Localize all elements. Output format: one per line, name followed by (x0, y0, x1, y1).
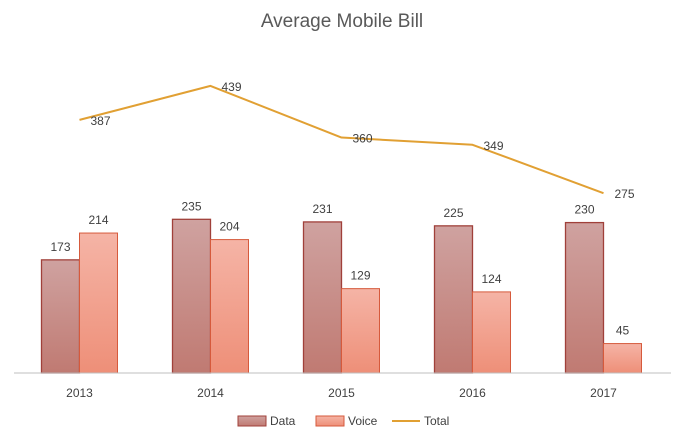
legend-swatch-voice (315, 415, 345, 427)
label-voice-2015: 129 (350, 269, 370, 283)
x-tick-labels: 2013 2014 2015 2016 2017 (66, 386, 617, 400)
x-tick-2014: 2014 (197, 386, 224, 400)
line-total (79, 84, 604, 195)
label-data-2017: 230 (574, 203, 594, 217)
x-tick-2015: 2015 (328, 386, 355, 400)
bar-data-2015 (302, 221, 343, 374)
label-total-2017: 275 (615, 187, 635, 201)
bar-data-2016 (433, 225, 474, 374)
bar-voice-2014 (210, 239, 249, 374)
x-tick-2016: 2016 (459, 386, 486, 400)
bar-voice-2016 (472, 291, 511, 374)
legend-swatch-data (237, 415, 267, 427)
total-line-layer: 387 439 360 349 275 (79, 80, 635, 201)
label-voice-2016: 124 (481, 272, 501, 286)
bar-voice-2017 (603, 343, 642, 374)
bars-layer: 173 214 235 204 231 129 225 124 230 45 (40, 199, 642, 374)
label-total-2015: 360 (353, 132, 373, 146)
bar-data-2013 (40, 259, 81, 374)
bar-voice-2013 (79, 232, 118, 374)
legend: Data Voice Total (237, 414, 449, 428)
label-total-2014: 439 (222, 80, 242, 94)
label-total-2013: 387 (91, 114, 111, 128)
label-data-2014: 235 (181, 199, 201, 213)
legend-label-total: Total (424, 414, 449, 428)
label-voice-2017: 45 (616, 324, 630, 338)
label-voice-2013: 214 (88, 213, 108, 227)
legend-label-data: Data (270, 414, 296, 428)
x-tick-2013: 2013 (66, 386, 93, 400)
label-data-2015: 231 (312, 202, 332, 216)
label-data-2016: 225 (443, 206, 463, 220)
bar-data-2014 (171, 218, 212, 374)
label-voice-2014: 204 (219, 220, 239, 234)
chart-title: Average Mobile Bill (261, 11, 423, 32)
label-total-2016: 349 (484, 139, 504, 153)
bar-voice-2015 (341, 288, 380, 374)
legend-label-voice: Voice (348, 414, 378, 428)
bar-data-2017 (564, 221, 605, 374)
x-tick-2017: 2017 (590, 386, 617, 400)
label-data-2013: 173 (50, 240, 70, 254)
